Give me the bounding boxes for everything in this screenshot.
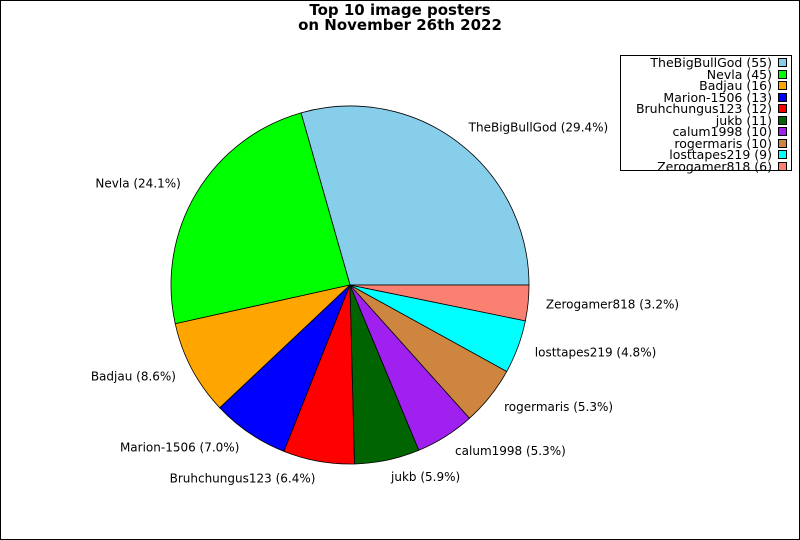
legend-label: TheBigBullGod (55) [650, 55, 772, 70]
slice-label-zerogamer818: Zerogamer818 (3.2%) [546, 297, 679, 311]
legend-entry: losttapes219 (9) [625, 149, 787, 161]
slice-label-jukb: jukb (5.9%) [390, 470, 460, 484]
slice-label-marion-1506: Marion-1506 (7.0%) [120, 440, 239, 454]
chart-title-line-1: Top 10 image posters [309, 1, 491, 19]
pie-slice-zerogamer818 [349, 284, 530, 322]
legend-swatch [778, 115, 787, 125]
legend-swatch [778, 58, 787, 68]
legend-label: Marion-1506 (13) [663, 89, 772, 105]
legend-label: Nevla (45) [706, 66, 772, 82]
pie-slice-nevla [170, 112, 351, 325]
legend-swatch [778, 138, 787, 148]
chart-title: Top 10 image posters on November 26th 20… [0, 3, 800, 33]
slice-label-rogermaris: rogermaris (5.3%) [504, 400, 613, 414]
slice-label-losttapes219: losttapes219 (4.8%) [535, 346, 657, 360]
legend-entry: Marion-1506 (13) [625, 89, 787, 105]
slice-label-bruhchungus123: Bruhchungus123 (6.4%) [170, 471, 316, 485]
legend-label: calum1998 (10) [672, 124, 772, 139]
slice-label-nevla: Nevla (24.1%) [95, 177, 180, 191]
pie-slice-thebigbullgod [300, 105, 530, 286]
pie-labels: TheBigBullGod (29.4%) Nevla (24.1%) Badjau… [91, 120, 679, 485]
legend-entry: Nevla (45) [625, 66, 787, 82]
legend-swatch [778, 104, 787, 114]
legend-entry: rogermaris (10) [625, 135, 787, 151]
legend-entry: calum1998 (10) [625, 126, 787, 138]
pie-slices [170, 105, 530, 465]
legend-entry: Bruhchungus123 (12) [625, 103, 787, 115]
legend-entry: TheBigBullGod (55) [625, 57, 787, 69]
legend-label: rogermaris (10) [674, 135, 772, 151]
slice-label-badjau: Badjau (8.6%) [91, 370, 176, 384]
legend-swatch [778, 161, 787, 171]
legend-label: Zerogamer818 (6) [657, 158, 772, 174]
legend-swatch [778, 69, 787, 79]
legend-entry: Badjau (16) [625, 80, 787, 92]
chart-legend: TheBigBullGod (55) Nevla (45) Badjau (16) M… [620, 55, 792, 174]
pie-slice-badjau [174, 284, 352, 409]
legend-entry: jukb (11) [625, 112, 787, 128]
legend-label: Bruhchungus123 (12) [635, 101, 772, 116]
legend-label: Badjau (16) [699, 78, 772, 93]
legend-swatch [778, 127, 787, 137]
legend-swatch [778, 81, 787, 91]
chart-title-line-2: on November 26th 2022 [298, 16, 502, 34]
slice-label-thebigbullgod: TheBigBullGod (29.4%) [468, 120, 609, 134]
legend-label: losttapes219 (9) [669, 147, 772, 162]
slice-label-calum1998: calum1998 (5.3%) [455, 444, 566, 458]
legend-swatch [778, 92, 787, 102]
legend-entry: Zerogamer818 (6) [625, 158, 787, 174]
legend-swatch [778, 150, 787, 160]
legend-label: jukb (11) [715, 112, 772, 128]
